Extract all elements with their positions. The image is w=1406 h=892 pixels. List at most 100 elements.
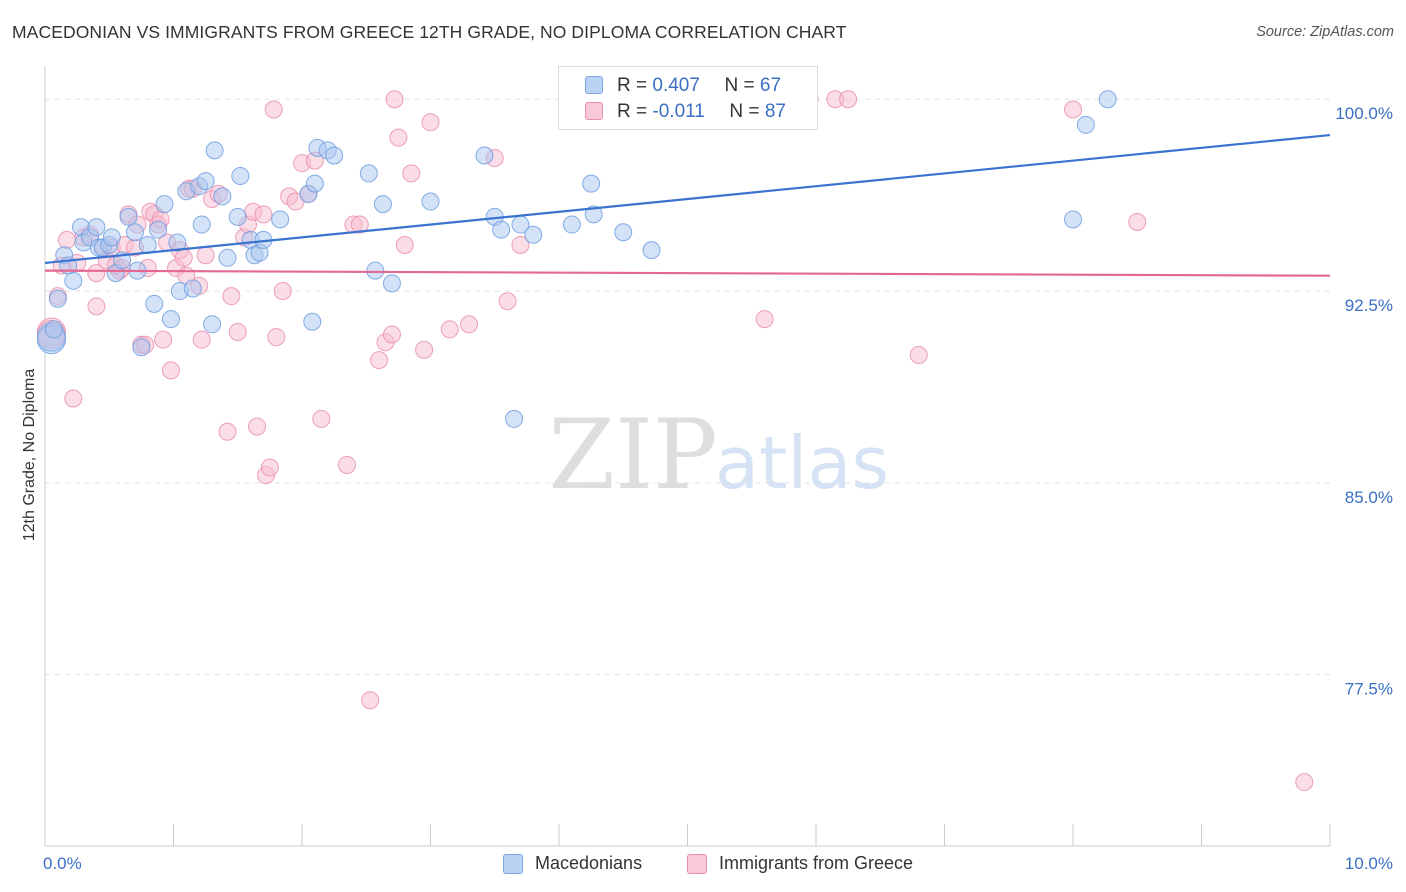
point-immigrants-from-greece [909, 345, 928, 364]
point-immigrants-from-greece [440, 320, 459, 339]
y-tick-label: 92.5% [1345, 296, 1393, 315]
point-macedonians [325, 146, 344, 165]
point-macedonians [421, 192, 440, 211]
point-immigrants-from-greece [361, 691, 380, 710]
point-immigrants-from-greece [161, 361, 180, 380]
r-value-macedonians: 0.407 [652, 75, 700, 96]
point-macedonians [582, 174, 601, 193]
point-immigrants-from-greece [421, 113, 440, 132]
point-macedonians [305, 174, 324, 193]
x-tick-label-max: 10.0% [1345, 854, 1393, 873]
source-label: Source: ZipAtlas.com [1256, 24, 1394, 40]
point-immigrants-from-greece [87, 264, 106, 283]
point-immigrants-from-greece [312, 409, 331, 428]
point-immigrants-from-greece [228, 322, 247, 341]
point-macedonians [196, 172, 215, 191]
point-macedonians [102, 228, 121, 247]
point-macedonians [203, 315, 222, 334]
point-macedonians [213, 187, 232, 206]
point-macedonians [132, 338, 151, 357]
point-macedonians [125, 223, 144, 242]
point-immigrants-from-greece [1128, 213, 1147, 231]
r-label: R = [617, 75, 648, 96]
point-immigrants-from-greece [1295, 773, 1314, 792]
y-tick-label: 77.5% [1345, 680, 1393, 699]
point-macedonians [119, 207, 138, 226]
point-immigrants-from-greece [389, 128, 408, 147]
point-macedonians [145, 294, 164, 313]
point-macedonians [218, 248, 237, 267]
point-immigrants-from-greece [511, 236, 530, 255]
y-tick-label: 100.0% [1335, 104, 1393, 123]
point-macedonians [44, 320, 63, 339]
point-macedonians [614, 223, 633, 242]
point-immigrants-from-greece [267, 328, 286, 347]
point-immigrants-from-greece [273, 282, 292, 301]
point-immigrants-from-greece [1064, 100, 1082, 119]
point-immigrants-from-greece [402, 164, 421, 183]
point-immigrants-from-greece [248, 417, 267, 436]
point-macedonians [138, 236, 157, 255]
point-macedonians [524, 225, 543, 244]
legend-label-macedonians: Macedonians [535, 853, 643, 873]
point-macedonians [492, 220, 511, 239]
point-immigrants-from-greece [395, 236, 414, 255]
watermark-atlas: atlas [715, 421, 889, 505]
point-immigrants-from-greece [264, 100, 283, 119]
point-macedonians [359, 164, 378, 183]
point-macedonians [168, 233, 187, 252]
point-macedonians [642, 241, 661, 260]
y-tick-label: 85.0% [1345, 488, 1393, 507]
point-immigrants-from-greece [222, 287, 241, 306]
point-macedonians [48, 289, 67, 308]
watermark-zip: ZIP [548, 399, 717, 511]
n-label: N = [724, 75, 755, 96]
point-macedonians [584, 205, 603, 224]
n-label: N = [729, 101, 760, 122]
r-label: R = [617, 101, 648, 122]
point-macedonians [1076, 115, 1095, 134]
point-immigrants-from-greece [254, 205, 273, 224]
point-immigrants-from-greece [350, 215, 369, 234]
r-value-immigrants-from-greece: -0.011 [652, 101, 705, 122]
point-macedonians [183, 279, 202, 298]
point-macedonians [192, 215, 211, 234]
point-immigrants-from-greece [382, 325, 401, 344]
n-value-immigrants-from-greece: 87 [764, 101, 786, 122]
point-immigrants-from-greece [154, 330, 173, 349]
watermark: ZIP atlas [548, 399, 889, 511]
point-immigrants-from-greece [415, 340, 434, 359]
legend-label-immigrants-from-greece: Immigrants from Greece [719, 853, 914, 873]
point-macedonians [382, 274, 401, 293]
point-macedonians [161, 310, 180, 329]
point-macedonians [149, 220, 168, 239]
point-macedonians [271, 210, 290, 229]
axes [44, 66, 1331, 847]
point-immigrants-from-greece [460, 315, 479, 334]
point-immigrants-from-greece [174, 248, 193, 267]
point-macedonians [228, 207, 247, 226]
trend-line-immigrants-from-greece [44, 269, 1331, 277]
point-macedonians [155, 195, 174, 214]
n-value-macedonians: 67 [759, 75, 782, 96]
point-immigrants-from-greece [57, 230, 76, 249]
point-macedonians [231, 166, 250, 185]
x-tick-label-min: 0.0% [43, 854, 82, 873]
point-immigrants-from-greece [87, 297, 106, 316]
point-immigrants-from-greece [218, 422, 237, 441]
point-immigrants-from-greece [196, 246, 215, 265]
point-immigrants-from-greece [260, 458, 279, 477]
point-immigrants-from-greece [839, 90, 858, 109]
point-macedonians [366, 261, 385, 280]
point-immigrants-from-greece [64, 389, 83, 408]
point-macedonians [475, 146, 494, 165]
chart-title: MACEDONIAN VS IMMIGRANTS FROM GREECE 12T… [12, 22, 847, 42]
point-macedonians [373, 195, 392, 214]
stats-swatch-macedonians [585, 76, 603, 94]
point-immigrants-from-greece [192, 330, 211, 349]
point-macedonians [505, 409, 524, 428]
gridlines [45, 98, 1330, 676]
stats-legend-box: R = 0.407 N = 67 R = -0.011 N = 87 [558, 66, 818, 130]
point-macedonians [562, 215, 581, 234]
